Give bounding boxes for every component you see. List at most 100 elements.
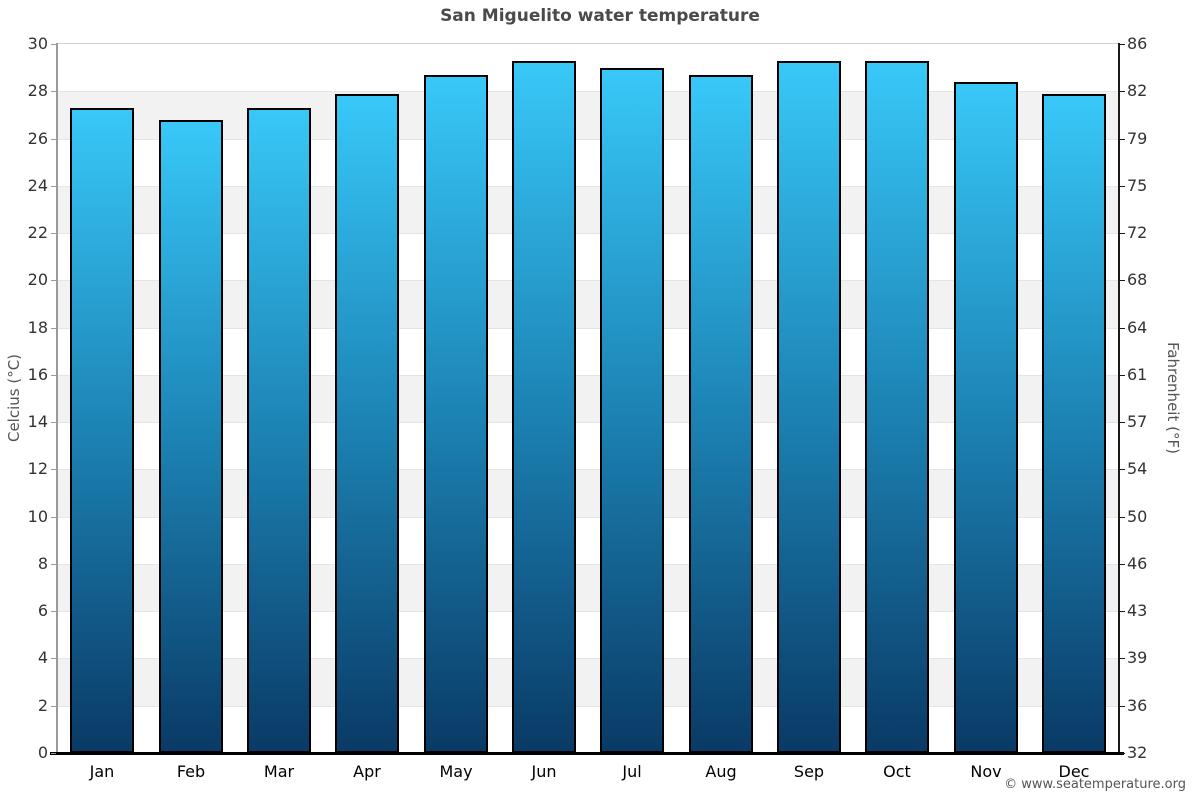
y-tickmark-left [51,706,56,707]
plot-band [58,563,1118,612]
y-tick-right-86: 86 [1127,34,1148,53]
x-tick-nov: Nov [970,762,1002,781]
y-tick-left-24: 24 [27,176,48,195]
y-tickmark-right [1120,611,1125,612]
y-tickmark-left [51,139,56,140]
gridline [58,469,1118,470]
y-tickmark-right [1120,186,1125,187]
y-tickmark-left [51,517,56,518]
y-tick-left-4: 4 [37,648,48,667]
y-tickmark-left [51,469,56,470]
y-tick-left-18: 18 [27,318,48,337]
y-tickmark-left [51,44,56,45]
plot-band [58,138,1118,186]
y-tick-right-75: 75 [1127,176,1148,195]
gridline [58,658,1118,659]
y-tick-right-54: 54 [1127,459,1148,478]
x-tick-aug: Aug [705,762,737,781]
y-tick-left-28: 28 [27,81,48,100]
y-tick-right-57: 57 [1127,412,1148,431]
x-tick-may: May [439,762,473,781]
y-tick-left-16: 16 [27,365,48,384]
y-tickmark-right [1120,44,1125,45]
x-tick-sep: Sep [793,762,825,781]
y-tick-right-64: 64 [1127,318,1148,337]
y-tick-left-10: 10 [27,507,48,526]
y-tick-right-72: 72 [1127,223,1148,242]
y-tick-right-68: 68 [1127,270,1148,289]
y-tick-right-79: 79 [1127,129,1148,148]
y-tick-right-32: 32 [1127,743,1148,762]
y-tickmark-right [1120,706,1125,707]
y-tickmark-left [51,280,56,281]
bar-aug [689,75,753,753]
x-tick-feb: Feb [176,762,206,781]
gridline [58,328,1118,329]
y-axis-title-fahrenheit: Fahrenheit (°F) [1164,342,1182,454]
plot-band [58,91,1118,139]
y-tickmark-left [51,328,56,329]
y-tick-right-46: 46 [1127,554,1148,573]
bar-apr [335,94,399,753]
plot-band [58,44,1118,92]
y-tick-right-36: 36 [1127,696,1148,715]
y-tick-left-2: 2 [37,696,48,715]
y-tickmark-left [51,186,56,187]
y-tickmark-right [1120,328,1125,329]
y-axis-title-celsius: Celcius (°C) [5,353,23,443]
y-tick-left-20: 20 [27,270,48,289]
y-tickmark-right [1120,517,1125,518]
gridline [58,611,1118,612]
gridline [58,186,1118,187]
plot-band [58,516,1118,564]
y-tick-right-43: 43 [1127,601,1148,620]
y-tickmark-right [1120,658,1125,659]
x-tick-mar: Mar [263,762,295,781]
y-tickmark-left [51,658,56,659]
gridline [58,91,1118,92]
chart-title: San Miguelito water temperature [440,6,760,26]
gridline [58,233,1118,234]
gridline [58,422,1118,423]
y-tickmark-right [1120,91,1125,92]
x-tick-jan: Jan [89,762,115,781]
y-tick-right-39: 39 [1127,648,1148,667]
y-tickmark-left [51,233,56,234]
y-axis-line-left [56,43,58,754]
plot-area [58,44,1118,753]
gridline [58,280,1118,281]
bar-feb [159,120,223,753]
y-tick-left-8: 8 [37,554,48,573]
y-tick-left-6: 6 [37,601,48,620]
plot-band [58,327,1118,375]
bar-dec [1042,94,1106,753]
bar-jan [70,108,134,753]
y-axis-line-right [1118,43,1120,754]
plot-band [58,374,1118,423]
bar-mar [247,108,311,753]
x-axis-line [50,752,1124,755]
y-tickmark-left [51,91,56,92]
y-tickmark-right [1120,233,1125,234]
bar-nov [954,82,1018,753]
y-tick-left-14: 14 [27,412,48,431]
plot-band [58,658,1118,706]
x-tick-dec: Dec [1058,762,1090,781]
bar-jun [512,61,576,753]
y-tickmark-left [51,422,56,423]
gridline [58,564,1118,565]
y-tick-right-61: 61 [1127,365,1148,384]
plot-band [58,422,1118,470]
bar-sep [777,61,841,753]
y-tick-right-82: 82 [1127,81,1148,100]
gridline [58,375,1118,376]
y-tick-left-22: 22 [27,223,48,242]
x-tick-apr: Apr [353,762,381,781]
plot-band [58,233,1118,281]
gridline [58,139,1118,140]
copyright-text: © www.seatemperature.org [1004,777,1186,792]
bar-oct [865,61,929,753]
y-tick-right-50: 50 [1127,507,1148,526]
plot-band [58,185,1118,234]
y-tickmark-left [51,611,56,612]
